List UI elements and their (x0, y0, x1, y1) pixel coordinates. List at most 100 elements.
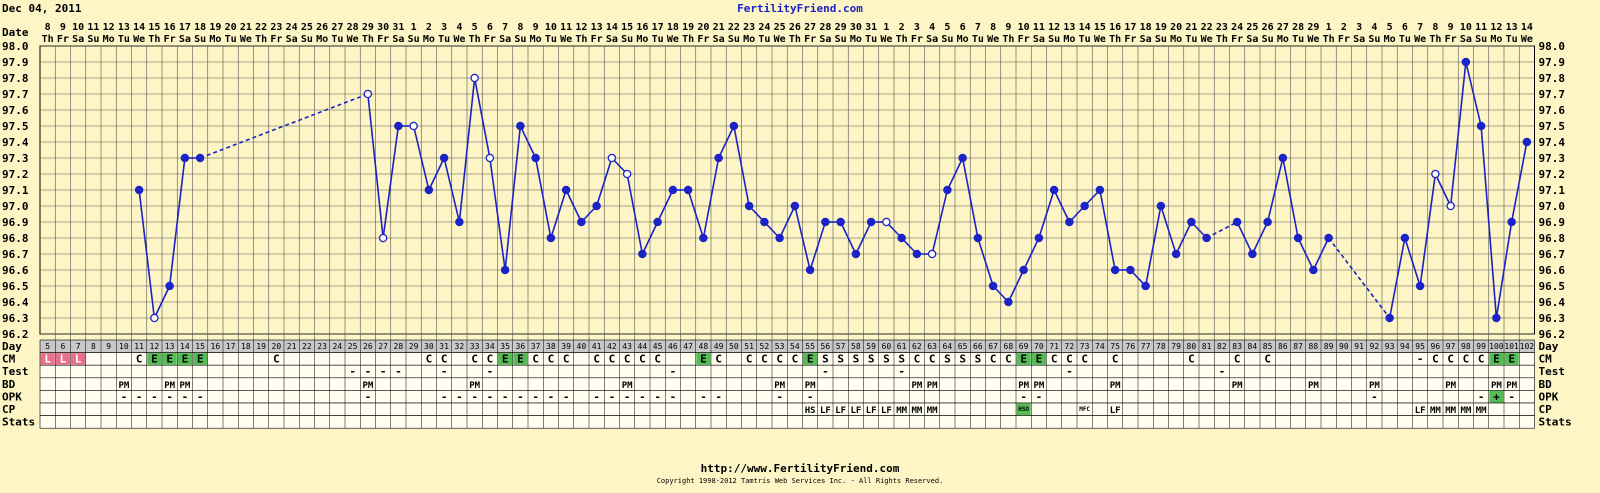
weekday-label: Th (255, 34, 267, 45)
weekday-label: Su (835, 34, 847, 45)
footer-url[interactable]: http://www.FertilityFriend.com (700, 462, 900, 475)
date-label: 18 (667, 22, 679, 33)
opk-cell (1489, 390, 1504, 403)
cm-mark: C (792, 353, 799, 366)
weekday-label: Tu (972, 34, 984, 45)
temp-segment (489, 157, 506, 271)
weekday-label: Fr (1124, 34, 1136, 45)
cycle-day-label: 20 (272, 342, 282, 351)
date-label: 12 (1490, 22, 1502, 33)
opk-mark: - (624, 390, 631, 403)
temp-point (546, 233, 556, 243)
temp-point (1156, 201, 1166, 211)
date-label: 5 (944, 22, 950, 33)
site-link[interactable]: FertilityFriend.com (737, 2, 863, 15)
temp-point (851, 249, 861, 259)
cycle-day-label: 44 (638, 342, 648, 351)
temp-segment (153, 285, 171, 319)
temp-point (531, 153, 540, 163)
y-tick-label-left: 97.1 (2, 184, 29, 197)
cycle-day-label: 46 (668, 342, 678, 351)
y-tick-label-right: 96.4 (1539, 296, 1566, 309)
weekday-label: Su (1368, 34, 1380, 45)
temp-segment (809, 221, 827, 271)
cycle-day-label: 71 (1049, 342, 1059, 351)
cycle-day-label: 79 (1171, 342, 1181, 351)
date-label: 1 (1326, 22, 1332, 33)
temp-point-open (485, 153, 495, 163)
temp-segment (138, 189, 156, 319)
date-label: 9 (533, 22, 539, 33)
temp-segment (443, 157, 461, 223)
cm-mark: C (273, 353, 280, 366)
bd-mark: PM (805, 381, 816, 391)
date-label: 14 (606, 22, 618, 33)
y-tick-label-right: 98.0 (1539, 40, 1566, 53)
temp-segment (839, 221, 857, 255)
cycle-day-label: 15 (195, 342, 205, 351)
temp-point (836, 217, 845, 227)
cm-mark: C (1432, 353, 1439, 366)
cm-mark: S (837, 353, 844, 366)
date-label: 21 (1185, 22, 1197, 33)
temp-point (561, 185, 571, 195)
temp-point (988, 281, 998, 291)
weekday-label: Tu (1292, 34, 1304, 45)
temp-point (805, 265, 815, 275)
date-label: 23 (1216, 22, 1228, 33)
cycle-day-label: 18 (241, 342, 251, 351)
date-label: 7 (975, 22, 981, 33)
opk-mark: - (609, 390, 616, 403)
weekday-label: Su (87, 34, 99, 45)
cycle-day-label: 23 (317, 342, 327, 351)
y-tick-label-right: 97.8 (1539, 72, 1566, 85)
weekday-label: Sa (819, 34, 831, 45)
cycle-day-label: 87 (1293, 342, 1303, 351)
temp-point (866, 217, 876, 227)
cycle-day-label: 11 (134, 342, 144, 351)
temp-point (744, 201, 754, 211)
row-label-left: OPK (2, 390, 22, 403)
cm-cell (1489, 353, 1504, 365)
weekday-label: Tu (545, 34, 557, 45)
opk-mark: - (1478, 390, 1485, 403)
temp-point (1095, 185, 1105, 195)
weekday-label: Fr (1231, 34, 1243, 45)
weekday-label: Sa (72, 34, 84, 45)
weekday-label: Tu (1079, 34, 1091, 45)
cycle-day-label: 94 (1400, 342, 1410, 351)
weekday-label: Th (469, 34, 481, 45)
cycle-day-label: 62 (912, 342, 922, 351)
weekday-label: We (1307, 34, 1319, 45)
temp-point (1492, 313, 1501, 323)
weekday-label: Tu (758, 34, 770, 45)
y-tick-label-right: 96.7 (1539, 248, 1566, 261)
cycle-day-label: 13 (165, 342, 175, 351)
bd-mark: PM (911, 381, 922, 391)
temp-point (1019, 265, 1028, 275)
cycle-day-label: 10 (119, 342, 129, 351)
date-label: 14 (133, 22, 145, 33)
cm-mark: C (761, 353, 768, 366)
temp-segment (1495, 221, 1513, 319)
cp-mark: LF (850, 406, 861, 416)
temp-segment (733, 125, 750, 207)
bd-mark: PM (1033, 381, 1044, 391)
cm-mark: E (700, 353, 707, 366)
date-label: 28 (347, 22, 359, 33)
opk-mark: - (441, 390, 448, 403)
cm-mark: C (471, 353, 478, 366)
temp-segment (1312, 237, 1330, 271)
opk-mark: - (136, 390, 143, 403)
cycle-day-label: 95 (1415, 342, 1425, 351)
cm-mark: E (502, 353, 509, 366)
date-label: 11 (560, 22, 572, 33)
bd-mark: PM (1232, 381, 1243, 391)
weekday-label: Th (148, 34, 160, 45)
cycle-day-label: 100 (1489, 342, 1504, 351)
cm-mark: C (136, 353, 143, 366)
weekday-label: Fr (377, 34, 389, 45)
opk-mark: - (517, 390, 524, 403)
temp-segment (1449, 61, 1467, 207)
weekday-label: Mo (1170, 34, 1182, 45)
